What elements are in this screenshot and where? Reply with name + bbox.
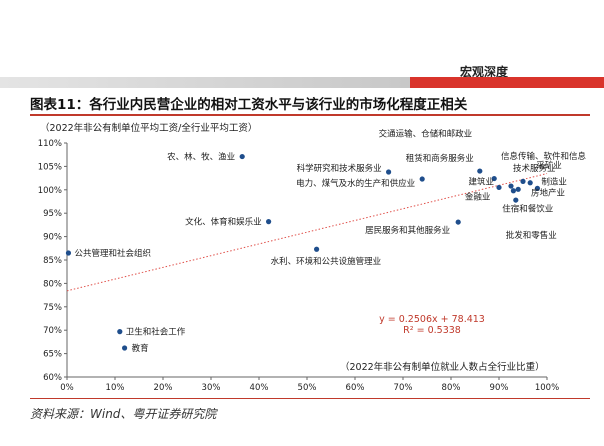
point-label: 教育 xyxy=(132,343,149,354)
header-band-gray xyxy=(0,77,410,88)
trend-r-squared: R² = 0.5338 xyxy=(403,325,461,336)
y-tick-label: 60% xyxy=(43,373,62,383)
point-label: 建筑业 xyxy=(468,176,494,187)
point-label: 交通运输、仓储和邮政业 xyxy=(379,129,473,140)
point-label: 信息传输、软件和信息技术服务业 xyxy=(501,151,587,174)
data-point xyxy=(520,178,526,184)
data-point xyxy=(496,184,502,191)
point-label: 农、林、牧、渔业 xyxy=(167,152,235,163)
data-point xyxy=(314,246,320,252)
y-tick-label: 85% xyxy=(43,256,62,266)
data-point xyxy=(508,183,514,189)
point-label: 住宿和餐饮业 xyxy=(502,203,553,214)
trendline xyxy=(66,173,548,292)
point-label: 电力、煤气及水的生产和供应业 xyxy=(296,178,415,189)
data-point xyxy=(477,168,483,174)
data-point xyxy=(239,153,245,160)
y-tick-label: 105% xyxy=(38,162,62,172)
data-point xyxy=(510,188,516,194)
point-label: 卫生和社会工作 xyxy=(126,327,186,338)
x-tick-label: 60% xyxy=(346,383,365,393)
point-label: 租赁和商务服务业 xyxy=(406,153,474,164)
data-point xyxy=(419,176,425,182)
title-divider xyxy=(30,114,590,116)
point-label: 金融业 xyxy=(465,192,491,203)
point-label: 文化、体育和娱乐业 xyxy=(185,217,262,228)
point-label: 制造业 xyxy=(541,176,567,187)
point-label: 居民服务和其他服务业 xyxy=(365,225,450,236)
figure-title: 图表11：各行业内民营企业的相对工资水平与该行业的市场化程度正相关 xyxy=(30,97,468,113)
y-tick-label: 80% xyxy=(43,279,62,289)
header-band-red xyxy=(410,77,604,88)
source-note: 资料来源：Wind、粤开证券研究院 xyxy=(30,407,217,421)
y-tick-label: 75% xyxy=(43,303,62,313)
point-label: 公共管理和社会组织 xyxy=(74,248,151,259)
trendline-layer xyxy=(66,173,548,292)
data-point xyxy=(65,250,72,256)
y-tick-label: 95% xyxy=(43,209,62,219)
y-tick-label: 90% xyxy=(43,233,62,243)
x-tick-label: 70% xyxy=(394,383,413,393)
x-tick-label: 10% xyxy=(106,383,125,393)
point-label: 批发和零售业 xyxy=(506,230,557,241)
x-axis-label: （2022年非公有制单位就业人数占全行业比重） xyxy=(340,361,545,373)
points-layer xyxy=(65,153,541,351)
report-section-label: 宏观深度 xyxy=(459,65,508,79)
y-tick-label: 110% xyxy=(38,139,62,149)
x-tick-label: 50% xyxy=(298,383,317,393)
data-point xyxy=(534,185,541,191)
trend-equation: y = 0.2506x + 78.413 xyxy=(379,314,485,325)
data-point xyxy=(513,197,519,203)
data-point xyxy=(122,345,128,351)
data-point xyxy=(455,219,461,225)
y-tick-label: 65% xyxy=(43,350,62,360)
x-tick-label: 0% xyxy=(60,383,74,393)
x-tick-label: 100% xyxy=(535,383,559,393)
data-point xyxy=(266,219,272,225)
x-tick-label: 30% xyxy=(202,383,221,393)
data-point xyxy=(491,175,497,182)
y-tick-label: 100% xyxy=(38,186,62,196)
x-tick-label: 40% xyxy=(250,383,269,393)
x-tick-label: 20% xyxy=(154,383,173,393)
y-tick-label: 70% xyxy=(43,326,62,336)
data-point xyxy=(386,169,392,175)
point-label: 房地产业 xyxy=(531,187,565,198)
y-axis-label: （2022年非公有制单位平均工资/全行业平均工资） xyxy=(40,122,257,134)
source-divider xyxy=(30,398,590,399)
point-label: 科学研究和技术服务业 xyxy=(297,163,382,174)
point-label: 采矿业 xyxy=(536,160,562,171)
point-label: 水利、环境和公共设施管理业 xyxy=(271,256,382,267)
header-band xyxy=(0,77,604,88)
x-tick-label: 80% xyxy=(442,383,461,393)
data-point xyxy=(515,186,521,192)
data-point xyxy=(117,329,123,335)
axes-layer: 60% 65% 70% 75% 80% 85% 90% 95% 100% 105% 110% 0% 10… xyxy=(38,139,559,393)
x-tick-label: 90% xyxy=(490,383,509,393)
data-point xyxy=(527,180,533,186)
